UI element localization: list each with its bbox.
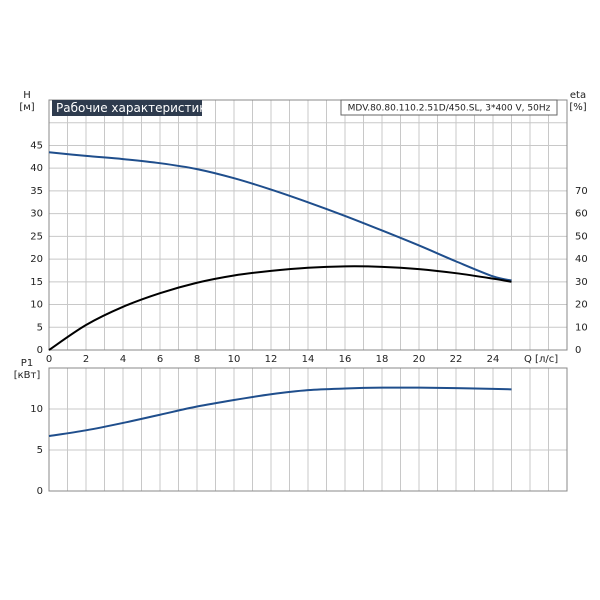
y2-tick-label: 50 [575,231,588,242]
y-axis-unit: [м] [19,102,34,113]
y-tick-label: 45 [30,140,43,151]
plot-frame [48,367,568,492]
plot-frame [48,99,568,351]
x-tick-label: 18 [376,354,389,365]
y2-tick-label: 0 [575,345,581,356]
y-tick-label: 40 [30,163,43,174]
y-tick-label: 20 [30,254,43,265]
y-tick-label: 5 [37,445,43,456]
curve [48,386,512,438]
x-tick-label: 22 [450,354,463,365]
y2-axis-label: eta [570,90,586,101]
x-tick-label: 6 [157,354,163,365]
y-tick-label: 30 [30,209,43,220]
model-label: MDV.80.80.110.2.51D/450.SL, 3*400 V, 50H… [348,104,551,114]
y2-tick-label: 60 [575,209,588,220]
title-box [52,100,202,116]
y2-tick-label: 40 [575,254,588,265]
curve [48,151,512,282]
x-tick-label: 0 [46,354,52,365]
y-tick-label: 15 [30,277,43,288]
title: Рабочие характеристики [56,101,214,115]
y-tick-label: 0 [37,345,43,356]
x-tick-label: 14 [302,354,315,365]
x-tick-label: 16 [339,354,352,365]
y2-tick-label: 20 [575,300,588,311]
x-tick-label: 2 [83,354,89,365]
curve [48,265,512,351]
y-axis-label: P1 [21,358,33,369]
y2-tick-label: 10 [575,322,588,333]
x-tick-label: 10 [228,354,241,365]
y2-tick-label: 30 [575,277,588,288]
y-tick-label: 5 [37,322,43,333]
x-tick-label: 20 [413,354,426,365]
x-axis-label: Q [л/с] [524,354,558,365]
y-tick-label: 10 [30,300,43,311]
y2-tick-label: 70 [575,186,588,197]
y2-axis-unit: [%] [569,102,586,113]
x-tick-label: 12 [265,354,278,365]
y-axis-unit: [кВт] [14,370,41,381]
y-tick-label: 0 [37,486,43,497]
y-tick-label: 25 [30,231,43,242]
x-tick-label: 4 [120,354,126,365]
model-box [340,99,558,116]
x-tick-label: 8 [194,354,200,365]
x-tick-label: 24 [487,354,500,365]
y-tick-label: 35 [30,186,43,197]
y-axis-label: H [23,90,31,101]
y-tick-label: 10 [30,404,43,415]
